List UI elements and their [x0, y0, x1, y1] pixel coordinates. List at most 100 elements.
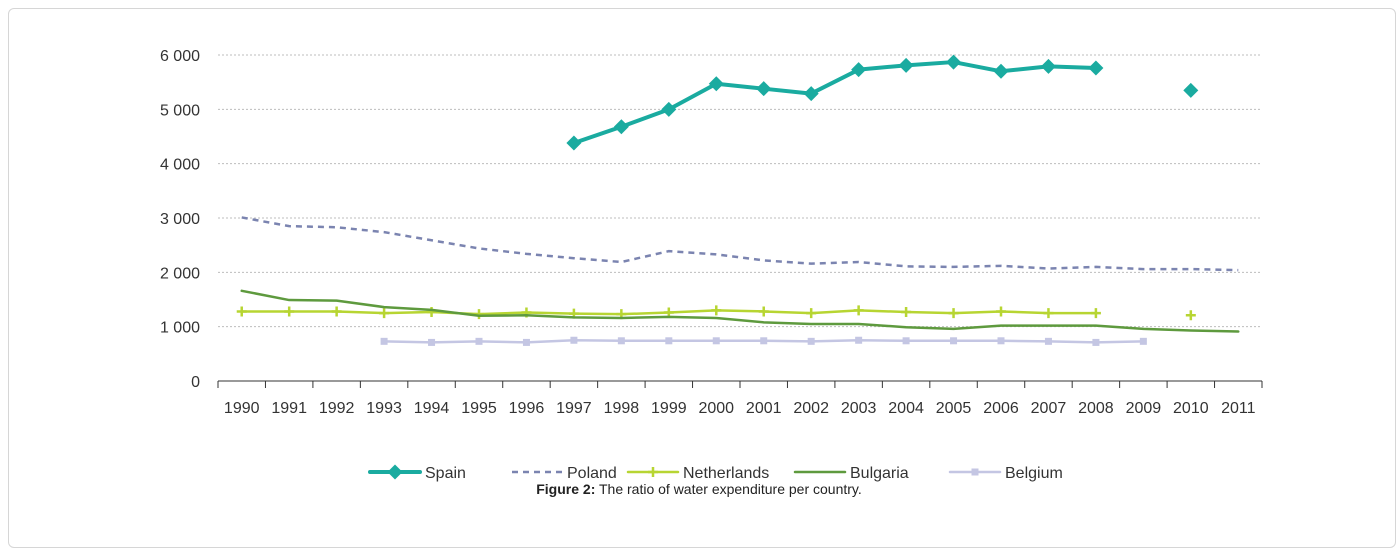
- data-point-square: [1139, 337, 1147, 345]
- data-point-diamond: [993, 63, 1009, 79]
- legend-label: Netherlands: [683, 465, 769, 482]
- legend-label: Poland: [567, 465, 617, 482]
- x-tick-label: 1994: [414, 400, 450, 417]
- x-tick-label: 2007: [1031, 400, 1067, 417]
- series-poland: [241, 216, 1239, 272]
- y-tick-label: 0: [191, 374, 200, 391]
- x-tick-label: 1998: [604, 400, 640, 417]
- data-point-square: [971, 468, 979, 476]
- figure-frame: [8, 8, 1396, 548]
- data-point-square: [1092, 338, 1100, 346]
- x-tick-label: 2002: [793, 400, 829, 417]
- y-tick-label: 4 000: [160, 157, 200, 174]
- data-point-plus: [711, 305, 722, 316]
- y-tick-label: 2 000: [160, 265, 200, 282]
- data-point-diamond: [708, 76, 724, 92]
- data-point-square: [570, 336, 578, 344]
- x-tick-label: 1995: [461, 400, 497, 417]
- x-tick-label: 2000: [698, 400, 734, 417]
- x-tick-label: 2001: [746, 400, 782, 417]
- data-point-plus: [1043, 308, 1054, 319]
- data-point-diamond: [566, 135, 582, 151]
- series-netherlands: [236, 305, 1196, 321]
- x-tick-label: 1993: [366, 400, 402, 417]
- figure-caption-text: The ratio of water expenditure per count…: [595, 481, 862, 497]
- series-line: [240, 289, 1240, 333]
- legend-item-spain: Spain: [368, 464, 466, 482]
- series-bulgaria: [240, 289, 1240, 333]
- x-tick-label: 2009: [1126, 400, 1162, 417]
- data-point-diamond: [1183, 82, 1199, 98]
- series-spain: [566, 54, 1199, 151]
- x-tick-label: 1990: [224, 400, 260, 417]
- data-point-plus: [948, 308, 959, 319]
- x-tick-label: 2005: [936, 400, 972, 417]
- axes: 0 1 000 2 000 3 000 4 000 5 000 6 000 1990 1991 1…: [160, 48, 1263, 417]
- data-point-square: [902, 337, 910, 345]
- data-point-diamond: [898, 57, 914, 73]
- data-point-plus: [996, 306, 1006, 317]
- x-tick-label: 1997: [556, 400, 592, 417]
- legend-label: Bulgaria: [850, 465, 909, 482]
- data-point-diamond: [1040, 58, 1056, 74]
- data-point-square: [807, 337, 815, 345]
- data-point-square: [522, 338, 530, 346]
- data-point-diamond: [756, 81, 772, 97]
- data-point-plus: [648, 467, 658, 477]
- x-tick-label: 1996: [509, 400, 545, 417]
- figure-caption-label: Figure 2:: [536, 481, 596, 497]
- x-tick-label: 2003: [841, 400, 877, 417]
- x-tick-label: 2004: [888, 400, 924, 417]
- data-point-square: [997, 337, 1005, 345]
- legend-label: Belgium: [1005, 465, 1063, 482]
- x-tick-label: 1999: [651, 400, 687, 417]
- data-point-plus: [806, 308, 817, 319]
- x-tick-label: 1991: [271, 400, 307, 417]
- legend: Spain Poland Netherlands Bulgaria Belgium: [368, 464, 1063, 482]
- data-point-plus: [284, 306, 295, 317]
- data-point-square: [665, 337, 673, 345]
- x-tick-label: 1992: [319, 400, 355, 417]
- data-point-diamond: [946, 54, 962, 70]
- figure-caption: Figure 2: The ratio of water expenditure…: [0, 481, 1398, 497]
- data-point-plus: [1185, 310, 1196, 321]
- data-point-plus: [901, 306, 912, 317]
- legend-item-netherlands: Netherlands: [626, 465, 769, 482]
- data-point-square: [760, 337, 768, 345]
- data-point-plus: [236, 306, 247, 317]
- data-point-square: [712, 337, 720, 345]
- series-line: [241, 216, 1239, 272]
- data-point-square: [428, 338, 436, 346]
- data-point-square: [1044, 337, 1052, 345]
- legend-item-bulgaria: Bulgaria: [793, 465, 909, 482]
- legend-item-belgium: Belgium: [948, 465, 1063, 482]
- series-lines: [236, 54, 1240, 346]
- series-belgium: [380, 336, 1147, 346]
- x-tick-label: 2006: [983, 400, 1019, 417]
- data-point-plus: [758, 306, 769, 317]
- data-point-plus: [853, 305, 864, 316]
- gridlines: [218, 54, 1262, 328]
- legend-item-poland: Poland: [512, 465, 617, 482]
- y-tick-label: 5 000: [160, 102, 200, 119]
- x-tick-label: 2011: [1221, 400, 1256, 417]
- y-tick-label: 6 000: [160, 48, 200, 65]
- data-point-plus: [331, 306, 342, 317]
- data-point-diamond: [661, 101, 677, 117]
- data-point-plus: [1090, 308, 1101, 319]
- data-point-square: [617, 337, 625, 345]
- data-point-diamond: [851, 62, 867, 78]
- y-tick-label: 1 000: [160, 320, 200, 337]
- x-tick-label: 2010: [1173, 400, 1209, 417]
- data-point-plus: [379, 308, 390, 319]
- data-point-diamond: [803, 86, 819, 102]
- data-point-diamond: [613, 119, 629, 135]
- legend-label: Spain: [425, 465, 466, 482]
- y-tick-label: 3 000: [160, 211, 200, 228]
- series-line: [571, 60, 1098, 146]
- data-point-diamond: [387, 464, 403, 480]
- data-point-square: [950, 337, 958, 345]
- data-point-square: [855, 336, 863, 344]
- data-point-square: [475, 337, 483, 345]
